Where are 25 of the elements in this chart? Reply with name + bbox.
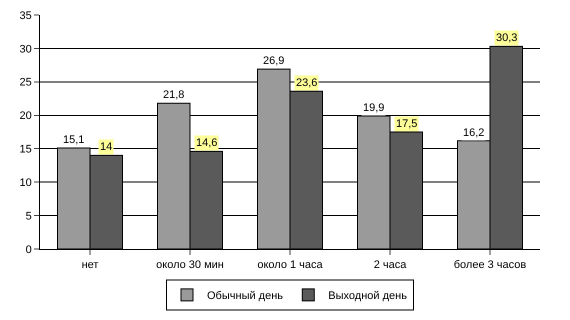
y-tick-label: 15 xyxy=(20,144,32,156)
y-tick-label: 20 xyxy=(20,110,32,122)
data-label: 23,6 xyxy=(296,77,318,89)
y-tick-label: 10 xyxy=(20,176,32,189)
data-label: 14,6 xyxy=(196,137,218,149)
legend-label: Выходной день xyxy=(328,290,408,302)
x-tick-label: около 1 часа xyxy=(257,259,324,272)
data-label: 17,5 xyxy=(396,118,418,130)
x-tick-label: около 30 мин xyxy=(156,259,224,272)
data-label: 16,2 xyxy=(463,127,484,139)
data-label: 14 xyxy=(100,141,112,153)
y-tick-label: 5 xyxy=(26,210,32,222)
data-label: 30,3 xyxy=(496,32,518,44)
y-tick-label: 30 xyxy=(20,43,32,56)
y-tick-label: 0 xyxy=(26,244,32,256)
legend-label: Обычный день xyxy=(207,290,284,302)
data-label: 21,8 xyxy=(163,89,184,101)
x-tick-label: нет xyxy=(82,259,98,272)
data-label: 19,9 xyxy=(363,102,384,114)
x-tick-label: более 3 часов xyxy=(454,259,526,272)
y-tick-label: 35 xyxy=(20,10,32,22)
data-label: 26,9 xyxy=(263,55,284,67)
data-label: 15,1 xyxy=(63,134,84,146)
x-tick-label: 2 часа xyxy=(374,259,408,272)
y-tick-label: 25 xyxy=(20,76,32,89)
